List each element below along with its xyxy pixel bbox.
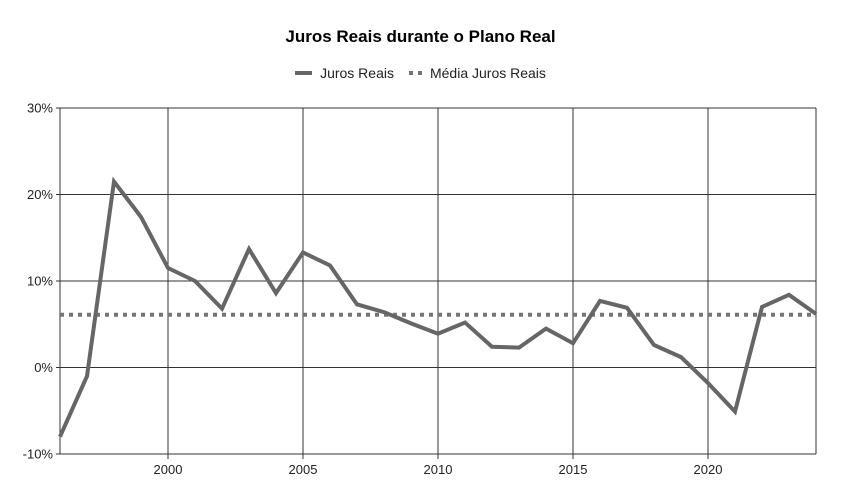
- legend-line-swatch-icon: [295, 71, 313, 75]
- legend-item-media-juros-reais: Média Juros Reais: [408, 65, 546, 81]
- y-axis-label: 10%: [27, 274, 53, 289]
- x-axis-label: 2000: [154, 462, 183, 477]
- x-axis-label: 2020: [694, 462, 723, 477]
- chart-title: Juros Reais durante o Plano Real: [285, 27, 556, 46]
- legend-dotted-swatch-icon: [408, 71, 422, 75]
- legend: Juros Reais Média Juros Reais: [0, 65, 841, 81]
- y-axis-label: -10%: [23, 447, 54, 462]
- x-axis-label: 2015: [559, 462, 588, 477]
- y-axis-label: 20%: [27, 187, 53, 202]
- series-line-juros-reais: [58, 176, 818, 438]
- y-axis-label: 0%: [34, 360, 53, 375]
- legend-label-media-juros-reais: Média Juros Reais: [429, 65, 546, 81]
- legend-label-juros-reais: Juros Reais: [320, 65, 394, 81]
- legend-item-juros-reais: Juros Reais: [295, 65, 394, 81]
- x-axis-label: 2005: [289, 462, 318, 477]
- y-axis-label: 30%: [27, 101, 53, 116]
- x-axis-label: 2010: [424, 462, 453, 477]
